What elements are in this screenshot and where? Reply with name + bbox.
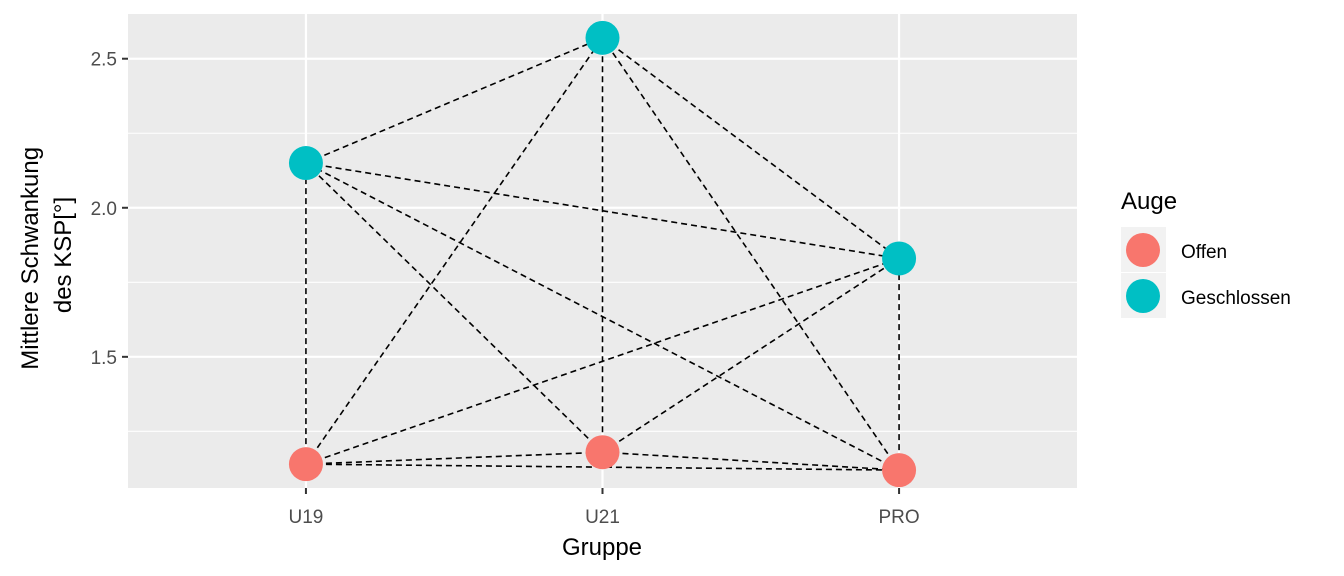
legend-title: Auge — [1121, 188, 1177, 215]
y-axis: 1.5 2.0 2.5 — [91, 50, 128, 369]
connector-line — [602, 37, 900, 260]
point-geschlossen-u21 — [585, 20, 620, 55]
y-tick-label: 2.0 — [91, 199, 117, 220]
connector-line — [305, 162, 604, 453]
y-tick-label: 1.5 — [91, 348, 117, 369]
data-points — [288, 20, 917, 488]
connector-line — [305, 463, 900, 471]
dashed-connectors — [305, 37, 900, 471]
x-axis-title: Gruppe — [562, 534, 642, 561]
point-offen-u19 — [288, 447, 323, 482]
x-tick-label: U21 — [585, 507, 620, 528]
point-offen-pro — [882, 453, 917, 488]
connector-line — [601, 37, 900, 471]
connector-line — [305, 37, 603, 164]
connector-line — [602, 257, 900, 453]
point-offen-u21 — [585, 435, 620, 470]
legend-label-geschlossen: Geschlossen — [1181, 288, 1291, 309]
y-axis-title-line-1: Mittlere Schwankung — [17, 147, 44, 370]
point-geschlossen-u19 — [288, 146, 323, 181]
y-tick-label: 2.5 — [91, 50, 117, 71]
connector-line — [305, 37, 604, 465]
legend-label-offen: Offen — [1181, 242, 1227, 263]
legend-key-geschlossen — [1126, 279, 1160, 313]
y-axis-title-line-2: des KSP[°] — [50, 197, 77, 313]
x-tick-label: PRO — [878, 507, 919, 528]
point-geschlossen-pro — [882, 241, 917, 276]
y-axis-title: Mittlere Schwankung des KSP[°] — [17, 140, 77, 369]
x-tick-label: U19 — [289, 507, 324, 528]
legend: Auge Offen Geschlossen — [1121, 188, 1291, 318]
connector-line — [305, 162, 900, 471]
x-axis: U19 U21 PRO — [289, 488, 920, 528]
legend-key-offen — [1126, 233, 1160, 267]
connector-line — [305, 162, 900, 260]
